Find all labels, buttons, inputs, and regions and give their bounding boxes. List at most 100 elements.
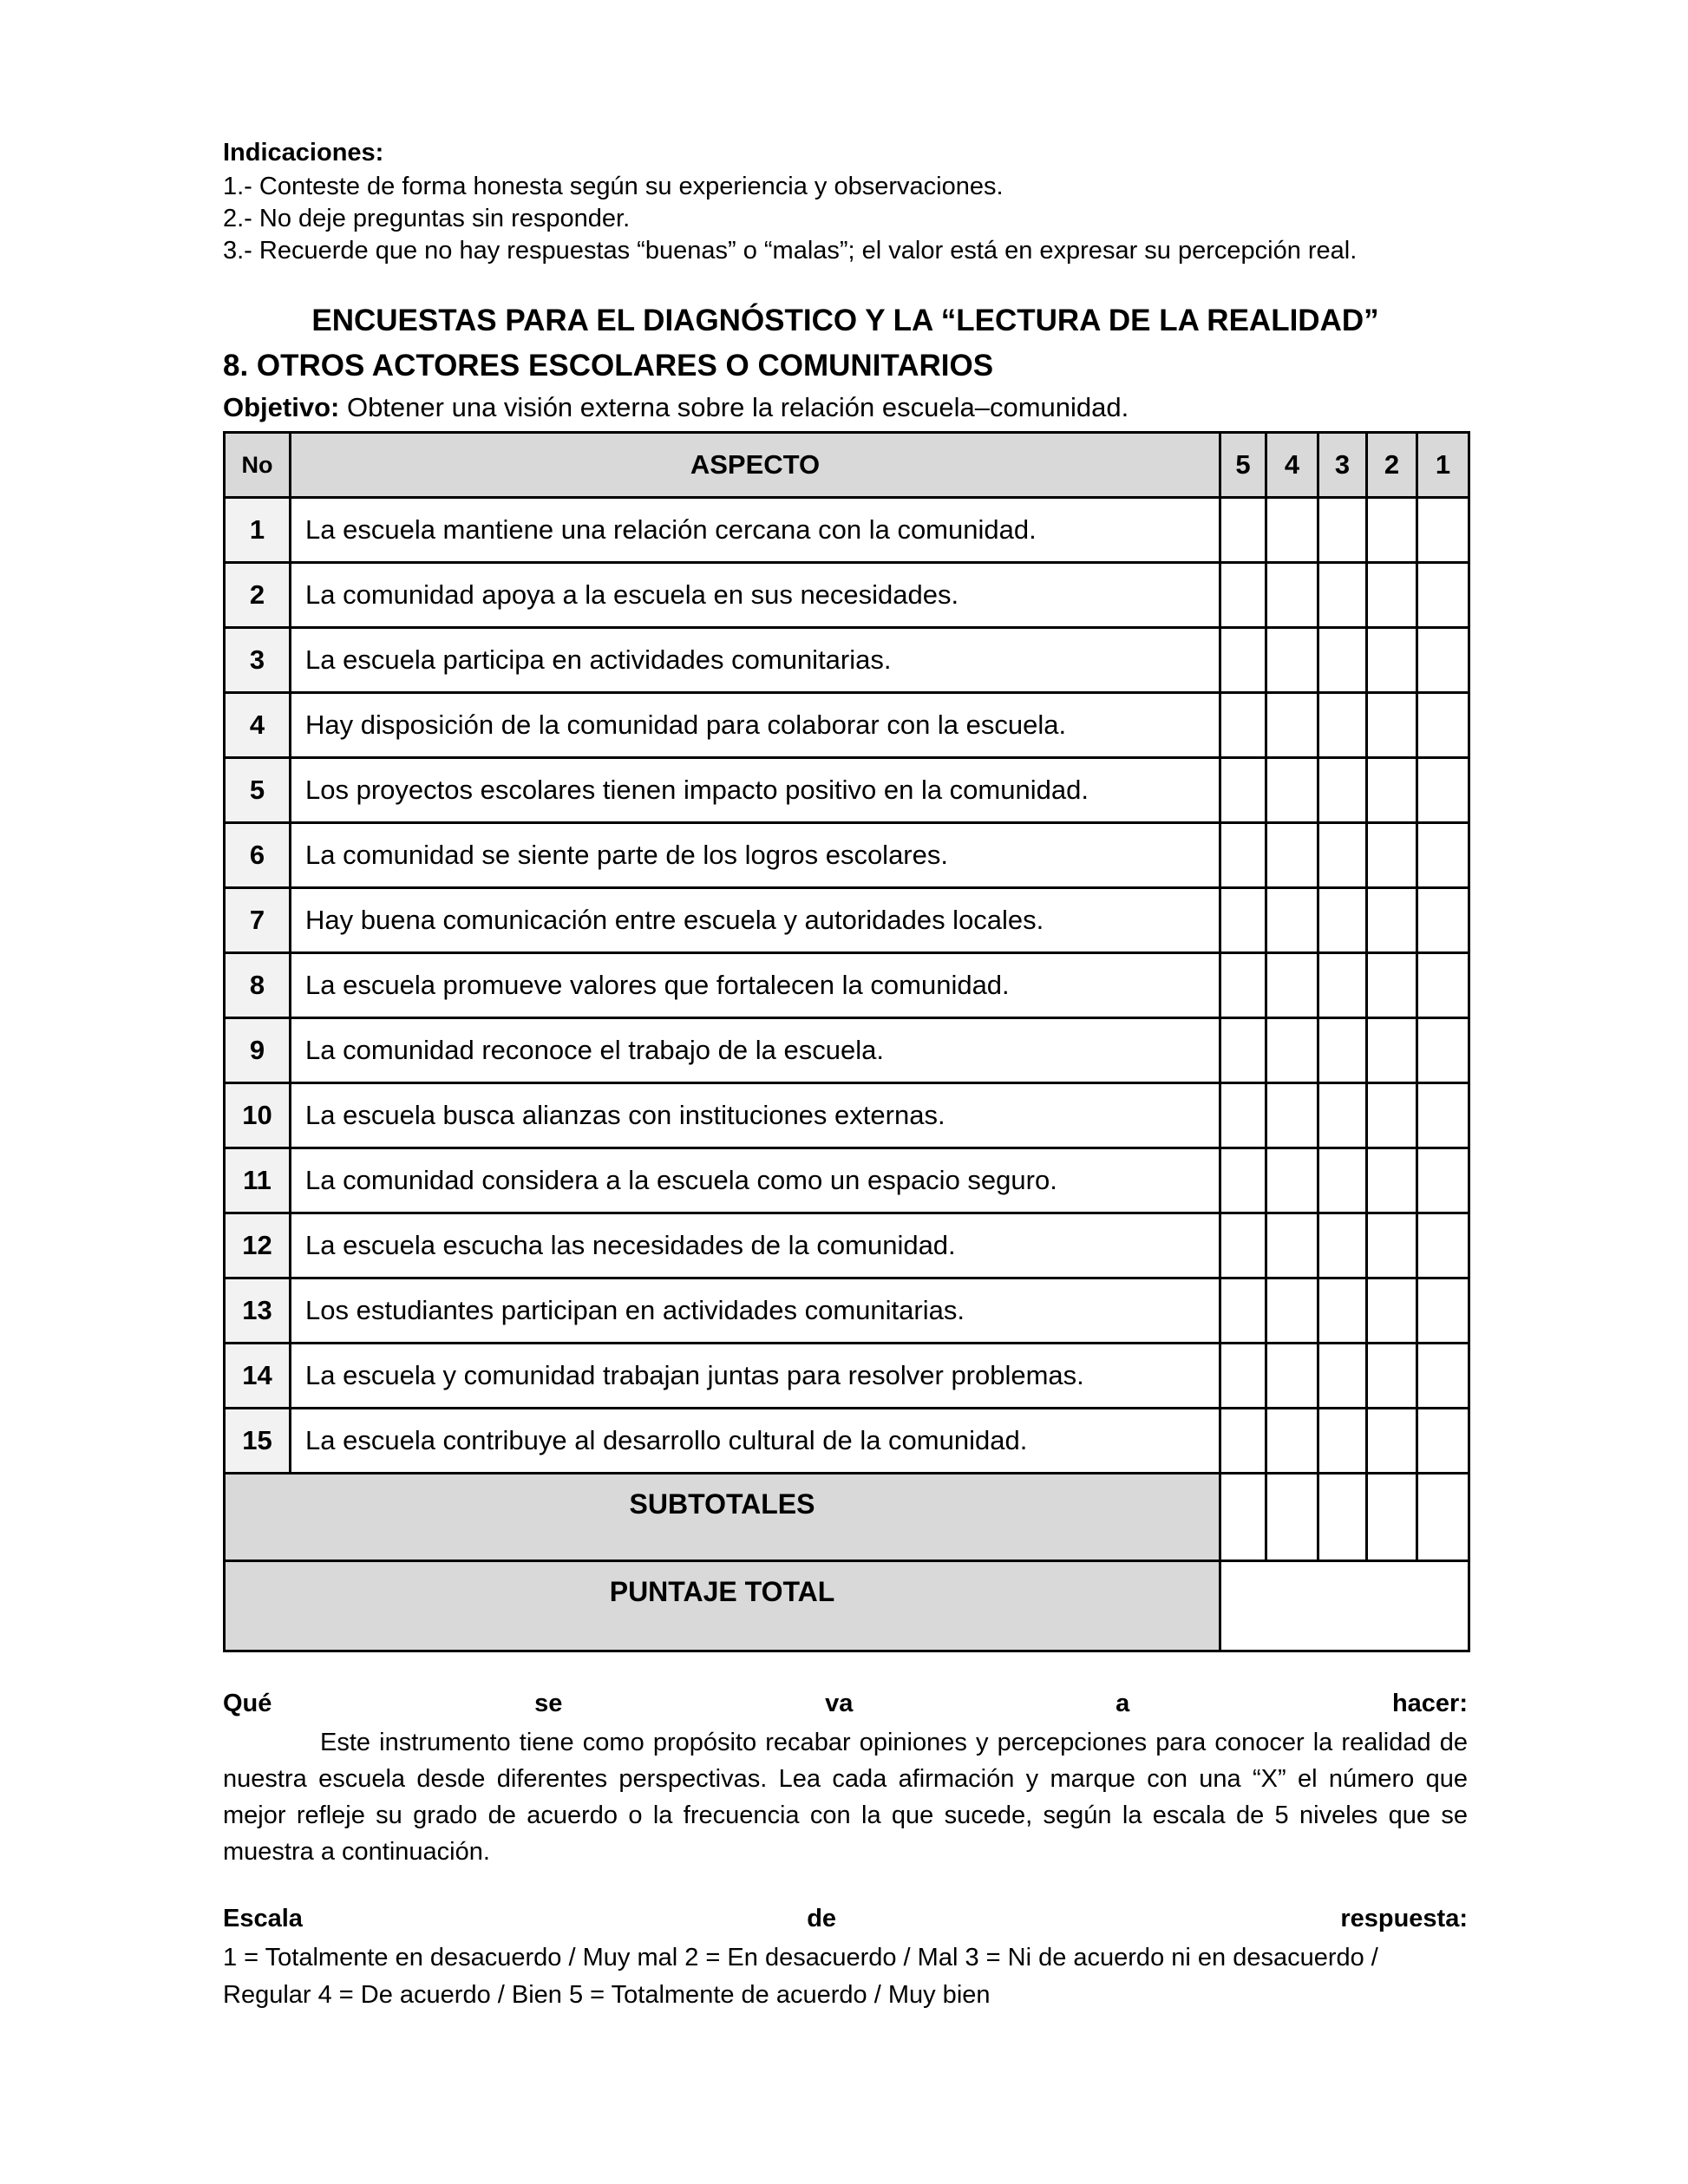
row-number: 2: [223, 561, 291, 629]
row-number: 9: [223, 1017, 291, 1084]
survey-table: No ASPECTO 5 4 3 2 1 1 La escuela mantie…: [223, 431, 1470, 1652]
section-title: 8. OTROS ACTORES ESCOLARES O COMUNITARIO…: [223, 349, 994, 383]
rating-cell-5[interactable]: [1219, 496, 1267, 564]
rating-cell-4[interactable]: [1265, 626, 1319, 694]
rating-cell-5[interactable]: [1219, 626, 1267, 694]
rating-cell-1[interactable]: [1416, 1342, 1470, 1409]
rating-cell-2[interactable]: [1365, 1212, 1418, 1279]
rating-cell-1[interactable]: [1416, 821, 1470, 889]
rating-cell-2[interactable]: [1365, 886, 1418, 954]
rating-cell-2[interactable]: [1365, 1342, 1418, 1409]
rating-cell-4[interactable]: [1265, 1212, 1319, 1279]
header-no: No: [223, 431, 291, 499]
rating-cell-4[interactable]: [1265, 821, 1319, 889]
rating-cell-2[interactable]: [1365, 1082, 1418, 1149]
rating-cell-4[interactable]: [1265, 1407, 1319, 1475]
header-scale-3: 3: [1317, 431, 1368, 499]
rating-cell-3[interactable]: [1317, 1082, 1368, 1149]
rating-cell-4[interactable]: [1265, 1147, 1319, 1214]
rating-cell-3[interactable]: [1317, 821, 1368, 889]
rating-cell-2[interactable]: [1365, 626, 1418, 694]
rating-cell-4[interactable]: [1265, 1342, 1319, 1409]
header-scale-2: 2: [1365, 431, 1418, 499]
subtotal-cell-4[interactable]: [1265, 1472, 1319, 1562]
rating-cell-1[interactable]: [1416, 1212, 1470, 1279]
rating-cell-1[interactable]: [1416, 496, 1470, 564]
table-row: 2 La comunidad apoya a la escuela en sus…: [223, 561, 1470, 629]
rating-cell-2[interactable]: [1365, 691, 1418, 759]
rating-cell-1[interactable]: [1416, 1082, 1470, 1149]
rating-cell-3[interactable]: [1317, 1017, 1368, 1084]
rating-cell-5[interactable]: [1219, 1277, 1267, 1344]
rating-cell-4[interactable]: [1265, 756, 1319, 824]
rating-cell-3[interactable]: [1317, 1407, 1368, 1475]
puntaje-total-label: PUNTAJE TOTAL: [223, 1560, 1221, 1652]
rating-cell-3[interactable]: [1317, 1212, 1368, 1279]
rating-cell-1[interactable]: [1416, 1407, 1470, 1475]
rating-cell-1[interactable]: [1416, 626, 1470, 694]
table-row: 14 La escuela y comunidad trabajan junta…: [223, 1342, 1470, 1409]
rating-cell-4[interactable]: [1265, 496, 1319, 564]
table-row: 5 Los proyectos escolares tienen impacto…: [223, 756, 1470, 824]
rating-cell-2[interactable]: [1365, 821, 1418, 889]
rating-cell-2[interactable]: [1365, 951, 1418, 1019]
rating-cell-5[interactable]: [1219, 886, 1267, 954]
subtotal-cell-5[interactable]: [1219, 1472, 1267, 1562]
rating-cell-2[interactable]: [1365, 561, 1418, 629]
rating-cell-5[interactable]: [1219, 691, 1267, 759]
rating-cell-4[interactable]: [1265, 951, 1319, 1019]
rating-cell-1[interactable]: [1416, 886, 1470, 954]
rating-cell-2[interactable]: [1365, 496, 1418, 564]
rating-cell-5[interactable]: [1219, 1342, 1267, 1409]
rating-cell-3[interactable]: [1317, 626, 1368, 694]
rating-cell-5[interactable]: [1219, 756, 1267, 824]
row-aspect: Los proyectos escolares tienen impacto p…: [289, 756, 1221, 824]
rating-cell-3[interactable]: [1317, 496, 1368, 564]
rating-cell-5[interactable]: [1219, 1147, 1267, 1214]
header-scale-1: 1: [1416, 431, 1470, 499]
rating-cell-3[interactable]: [1317, 951, 1368, 1019]
rating-cell-5[interactable]: [1219, 1407, 1267, 1475]
subtotales-label: SUBTOTALES: [223, 1472, 1221, 1562]
rating-cell-2[interactable]: [1365, 1277, 1418, 1344]
rating-cell-3[interactable]: [1317, 561, 1368, 629]
rating-cell-5[interactable]: [1219, 951, 1267, 1019]
rating-cell-4[interactable]: [1265, 1017, 1319, 1084]
rating-cell-2[interactable]: [1365, 756, 1418, 824]
subtotal-cell-1[interactable]: [1416, 1472, 1470, 1562]
rating-cell-4[interactable]: [1265, 886, 1319, 954]
rating-cell-3[interactable]: [1317, 886, 1368, 954]
subtotal-cell-2[interactable]: [1365, 1472, 1418, 1562]
rating-cell-4[interactable]: [1265, 1082, 1319, 1149]
table-row: 12 La escuela escucha las necesidades de…: [223, 1212, 1470, 1279]
rating-cell-1[interactable]: [1416, 756, 1470, 824]
rating-cell-5[interactable]: [1219, 1017, 1267, 1084]
rating-cell-4[interactable]: [1265, 1277, 1319, 1344]
rating-cell-2[interactable]: [1365, 1017, 1418, 1084]
rating-cell-5[interactable]: [1219, 561, 1267, 629]
rating-cell-4[interactable]: [1265, 561, 1319, 629]
rating-cell-1[interactable]: [1416, 691, 1470, 759]
rating-cell-1[interactable]: [1416, 561, 1470, 629]
rating-cell-5[interactable]: [1219, 1082, 1267, 1149]
rating-cell-3[interactable]: [1317, 1277, 1368, 1344]
row-number: 8: [223, 951, 291, 1019]
rating-cell-3[interactable]: [1317, 756, 1368, 824]
puntaje-total-cell[interactable]: [1219, 1560, 1470, 1652]
rating-cell-1[interactable]: [1416, 951, 1470, 1019]
rating-cell-1[interactable]: [1416, 1017, 1470, 1084]
rating-cell-1[interactable]: [1416, 1147, 1470, 1214]
rating-cell-5[interactable]: [1219, 821, 1267, 889]
row-number: 14: [223, 1342, 291, 1409]
rating-cell-4[interactable]: [1265, 691, 1319, 759]
rating-cell-3[interactable]: [1317, 691, 1368, 759]
row-number: 7: [223, 886, 291, 954]
rating-cell-2[interactable]: [1365, 1147, 1418, 1214]
rating-cell-5[interactable]: [1219, 1212, 1267, 1279]
que-hacer-heading: Qué se va a hacer:: [223, 1690, 1468, 1717]
rating-cell-3[interactable]: [1317, 1147, 1368, 1214]
subtotal-cell-3[interactable]: [1317, 1472, 1368, 1562]
rating-cell-1[interactable]: [1416, 1277, 1470, 1344]
rating-cell-2[interactable]: [1365, 1407, 1418, 1475]
rating-cell-3[interactable]: [1317, 1342, 1368, 1409]
